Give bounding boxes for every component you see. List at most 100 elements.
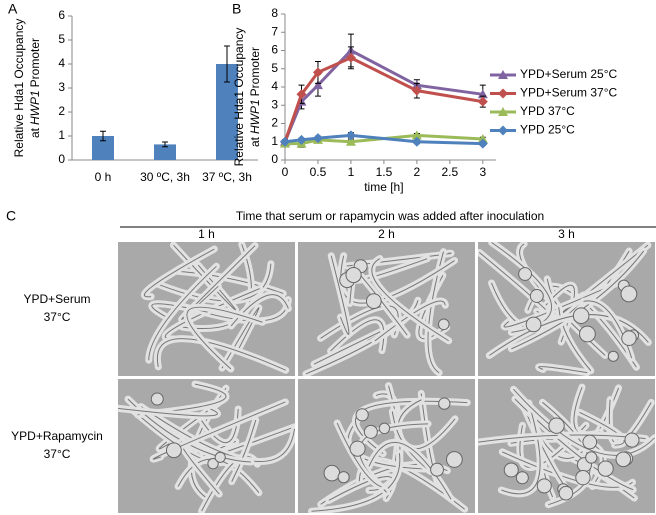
marker xyxy=(345,136,356,146)
marker xyxy=(345,52,356,63)
yeast-cell xyxy=(430,462,444,477)
x-axis-label: time [h] xyxy=(364,180,403,194)
yeast-cell xyxy=(349,440,366,457)
yeast-cell xyxy=(536,478,552,494)
y-tick-label: 3 xyxy=(58,80,65,94)
y-tick-label: 0 xyxy=(271,152,278,166)
yeast-cell xyxy=(214,451,226,463)
yeast-cell xyxy=(363,424,378,439)
marker xyxy=(296,89,307,100)
hypha-edge xyxy=(501,402,541,495)
marker xyxy=(312,133,323,144)
hypha-edge xyxy=(511,250,645,350)
y-label-part: HWP1 xyxy=(248,99,262,134)
hypha-edge xyxy=(181,245,256,320)
row-label: 37°C xyxy=(44,447,71,461)
series-line xyxy=(283,48,484,143)
yeast-cell xyxy=(572,307,590,324)
hypha-edge xyxy=(330,319,385,352)
hypha-edge xyxy=(186,306,263,370)
hypha-edge xyxy=(156,338,286,371)
column-label: 1 h xyxy=(198,227,215,241)
marker xyxy=(477,96,488,107)
yeast-cell xyxy=(518,267,532,281)
hypha-edge xyxy=(558,307,592,372)
hypha-edge xyxy=(371,258,449,342)
yeast-cell xyxy=(445,451,463,468)
marker xyxy=(296,134,307,145)
row-label: YPD+Serum xyxy=(23,292,90,306)
yeast-cell xyxy=(558,485,574,501)
legend-marker xyxy=(498,70,508,79)
hyphae xyxy=(118,380,295,513)
yeast-cell xyxy=(150,392,164,406)
yeast-cell xyxy=(165,442,182,459)
marker xyxy=(411,136,422,147)
hypha-edge xyxy=(503,281,620,328)
y-tick-label: 6 xyxy=(271,43,278,57)
micrograph xyxy=(118,242,295,376)
yeast-cell xyxy=(582,434,598,450)
yeast-cell xyxy=(437,318,450,331)
row-label: YPD+Rapamycin xyxy=(11,429,103,443)
yeast-cell xyxy=(585,451,598,464)
y-tick-label: 5 xyxy=(271,61,278,75)
yeast-cell xyxy=(438,397,451,410)
x-tick-label: 37 ºC, 3h xyxy=(202,170,252,184)
hypha-edge xyxy=(118,407,218,417)
error-bar xyxy=(224,45,230,83)
bar xyxy=(92,136,114,160)
hypha-edge xyxy=(513,388,655,456)
hypha-edge xyxy=(330,255,350,335)
marker xyxy=(280,136,290,147)
yeast-cell xyxy=(607,350,619,362)
marker xyxy=(345,130,356,141)
x-tick-label: 0.5 xyxy=(310,165,327,179)
yeast-cell xyxy=(529,289,544,303)
yeast-cell xyxy=(355,408,369,422)
hypha-edge xyxy=(221,307,260,369)
yeast-cell xyxy=(621,330,637,346)
column-label: 2 h xyxy=(378,227,395,241)
panel-c-title: Time that serum or rapamycin was added a… xyxy=(236,209,544,223)
bar xyxy=(216,64,238,160)
micrograph xyxy=(298,242,475,376)
panel-label: C xyxy=(6,208,16,224)
y-tick-label: 5 xyxy=(58,32,65,46)
marker xyxy=(477,134,488,144)
y-label-part: HWP1 xyxy=(28,90,42,125)
yeast-cell xyxy=(323,464,341,482)
y-label-line: at HWP1 Promoter xyxy=(248,47,262,147)
series-line xyxy=(283,56,484,143)
y-tick-label: 7 xyxy=(271,24,278,38)
x-tick-label: 1.5 xyxy=(376,165,393,179)
legend-label: YPD+Serum 37°C xyxy=(520,86,618,100)
legend-label: YPD 25°C xyxy=(520,123,575,137)
hypha-edge xyxy=(336,422,382,488)
hypha-edge xyxy=(538,366,588,374)
column-label: 3 h xyxy=(558,227,575,241)
y-label-line: Relative Hda1 Occupancy xyxy=(232,28,246,167)
yeast-cell xyxy=(345,266,362,284)
yeast-cell xyxy=(515,471,529,485)
micrograph xyxy=(478,242,655,376)
hypha-edge xyxy=(311,453,401,512)
y-label-part: Promoter xyxy=(248,47,262,96)
yeast-cell xyxy=(597,460,614,477)
marker xyxy=(477,138,488,149)
hypha-edge xyxy=(583,300,633,359)
y-label-line: at HWP1 Promoter xyxy=(28,38,42,138)
hypha-edge xyxy=(148,265,217,361)
yeast-cell xyxy=(525,316,542,333)
yeast-cell xyxy=(620,285,638,303)
y-tick-label: 2 xyxy=(271,116,278,130)
hyphae xyxy=(302,248,459,376)
hypha-edge xyxy=(176,270,284,294)
marker xyxy=(411,85,422,96)
hypha-edge xyxy=(143,248,215,298)
panel-label: A xyxy=(8,1,18,17)
y-tick-label: 6 xyxy=(58,8,65,22)
yeast-cell xyxy=(207,457,219,470)
hyphae xyxy=(308,382,471,513)
